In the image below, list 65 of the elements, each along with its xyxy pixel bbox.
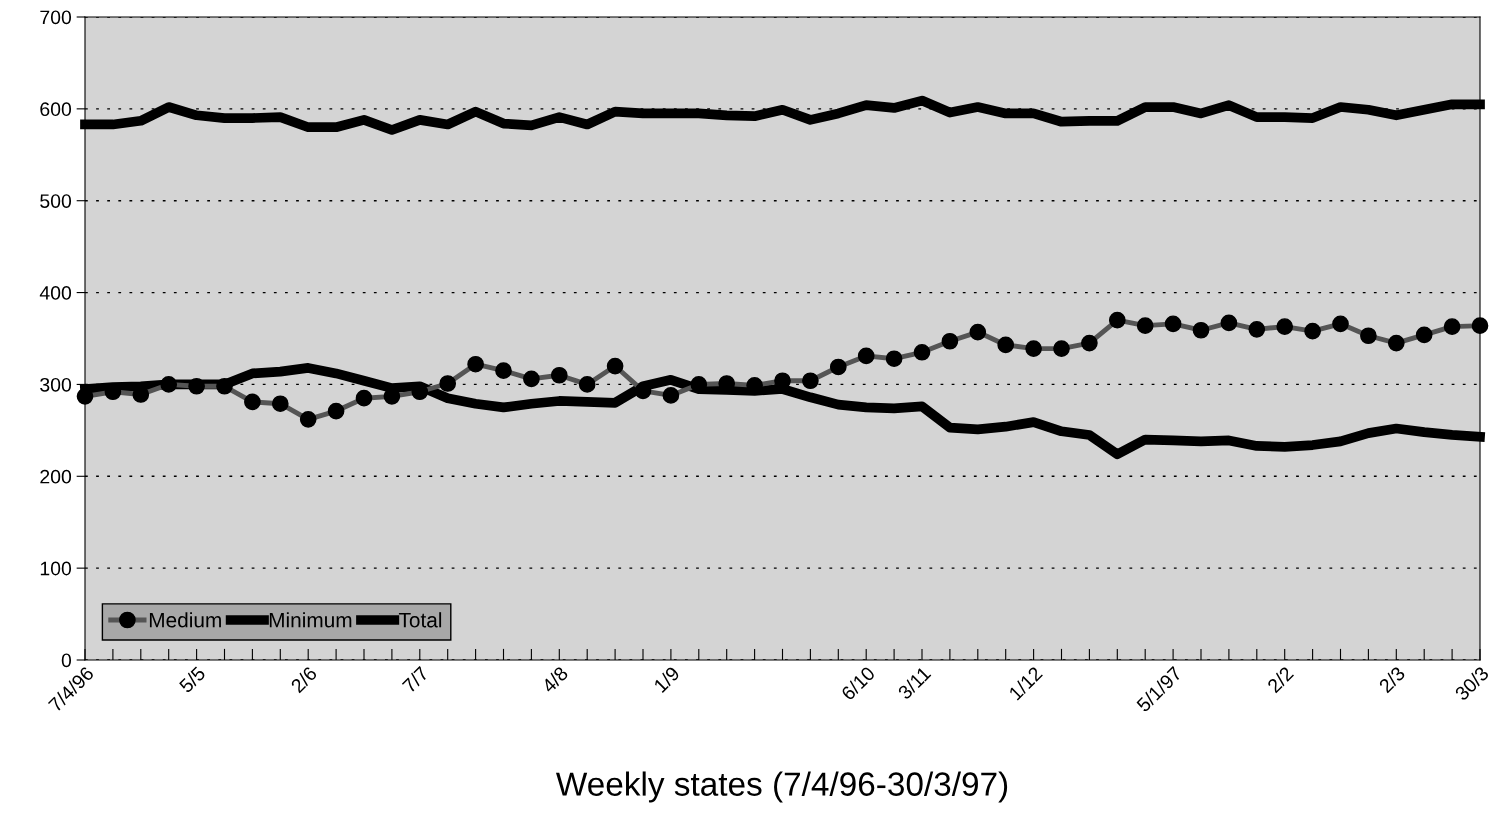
point bbox=[550, 366, 568, 384]
point bbox=[1276, 318, 1294, 335]
x-tick-label: 30/3 bbox=[1453, 665, 1490, 702]
point bbox=[355, 389, 373, 407]
point bbox=[1164, 315, 1182, 333]
point bbox=[969, 323, 987, 341]
point bbox=[829, 358, 847, 376]
point bbox=[1387, 334, 1405, 352]
point bbox=[913, 343, 931, 361]
point bbox=[606, 357, 624, 375]
y-tick-label: 600 bbox=[40, 102, 72, 117]
point bbox=[188, 377, 205, 395]
y-tick-label: 200 bbox=[40, 469, 72, 484]
point bbox=[439, 375, 457, 392]
x-tick-label: 2/2 bbox=[1266, 665, 1295, 694]
x-tick-label: 7/7 bbox=[401, 665, 430, 694]
point bbox=[495, 362, 512, 379]
point bbox=[299, 411, 317, 428]
point bbox=[1332, 315, 1349, 333]
legend-label: Medium bbox=[149, 612, 221, 628]
x-axis-title: Weekly states (7/4/96-30/3/97) bbox=[555, 771, 1008, 803]
point bbox=[467, 355, 484, 373]
point bbox=[1192, 321, 1210, 339]
point bbox=[662, 387, 680, 404]
x-tick-label: 2/3 bbox=[1377, 665, 1406, 694]
point bbox=[523, 370, 540, 388]
point bbox=[1108, 311, 1126, 329]
point bbox=[941, 332, 959, 350]
point bbox=[1025, 340, 1042, 357]
point bbox=[327, 402, 345, 420]
point bbox=[216, 377, 233, 395]
point bbox=[1220, 314, 1238, 332]
point bbox=[1136, 317, 1154, 334]
y-tick-label: 0 bbox=[61, 653, 72, 668]
legend-label: Total bbox=[398, 612, 442, 628]
point bbox=[578, 376, 596, 393]
x-tick-label: 1/9 bbox=[652, 665, 681, 694]
x-tick-label: 5/5 bbox=[178, 665, 207, 694]
point bbox=[634, 382, 652, 400]
point bbox=[1304, 322, 1321, 340]
point bbox=[1248, 320, 1266, 338]
point bbox=[1360, 327, 1377, 345]
y-tick-label: 700 bbox=[40, 10, 72, 25]
x-tick-label: 6/10 bbox=[840, 665, 876, 702]
point bbox=[271, 395, 289, 413]
x-tick-label: 3/11 bbox=[896, 665, 932, 701]
x-tick-label: 2/6 bbox=[289, 665, 318, 694]
point bbox=[1471, 317, 1489, 334]
point bbox=[802, 372, 819, 390]
point bbox=[1053, 340, 1070, 357]
y-tick-label: 300 bbox=[40, 377, 72, 392]
point bbox=[1415, 326, 1433, 344]
point bbox=[244, 393, 261, 411]
x-tick-label: 4/8 bbox=[540, 665, 569, 694]
point bbox=[1081, 334, 1098, 352]
y-tick-label: 100 bbox=[40, 561, 72, 576]
point bbox=[160, 376, 178, 393]
point bbox=[885, 350, 903, 368]
legend-label: Minimum bbox=[269, 612, 352, 628]
point bbox=[1443, 318, 1461, 335]
point bbox=[997, 336, 1015, 354]
point bbox=[857, 347, 875, 365]
y-tick-label: 400 bbox=[39, 286, 72, 300]
y-tick-label: 500 bbox=[40, 194, 72, 208]
point bbox=[76, 388, 94, 405]
